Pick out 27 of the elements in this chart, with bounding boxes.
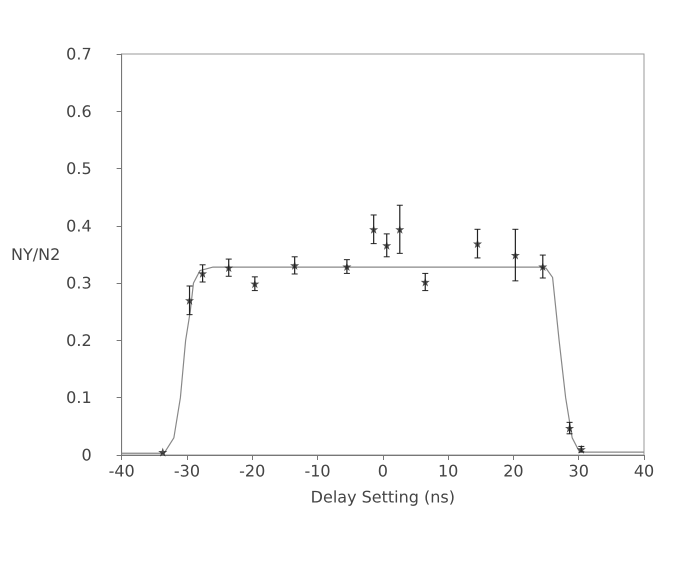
point — [224, 263, 234, 272]
x-axis-title: Delay Setting (ns) — [310, 488, 455, 506]
point — [538, 262, 548, 272]
point — [158, 448, 168, 457]
point — [290, 260, 300, 270]
y-axis-title: NY/N2 — [11, 245, 60, 264]
x-tick-label: -30 — [174, 462, 200, 480]
x-tick-label: -10 — [304, 462, 331, 480]
x-tick-label: -40 — [108, 462, 135, 480]
point — [395, 224, 404, 234]
y-tick-label: 0.4 — [66, 216, 92, 236]
y-tick-label: 0.3 — [66, 274, 92, 293]
y-tick-label: 0.5 — [66, 159, 92, 178]
y-tick-label: 0.1 — [66, 388, 92, 408]
point — [369, 224, 378, 234]
x-tick-label: 0 — [378, 462, 388, 480]
point — [510, 250, 520, 260]
x-tick-label: 20 — [503, 462, 524, 480]
x-tick-label: 40 — [634, 462, 654, 480]
y-tick-label: 0.6 — [66, 102, 92, 121]
y-tick-label: 0.7 — [66, 44, 92, 64]
x-tick-label: 10 — [438, 462, 458, 480]
point — [250, 279, 260, 288]
y-tick-label: 0 — [81, 446, 92, 464]
x-tick-label: 30 — [568, 462, 589, 480]
x-tick-label: -20 — [239, 462, 266, 480]
y-tick-label: 0.2 — [66, 330, 92, 350]
